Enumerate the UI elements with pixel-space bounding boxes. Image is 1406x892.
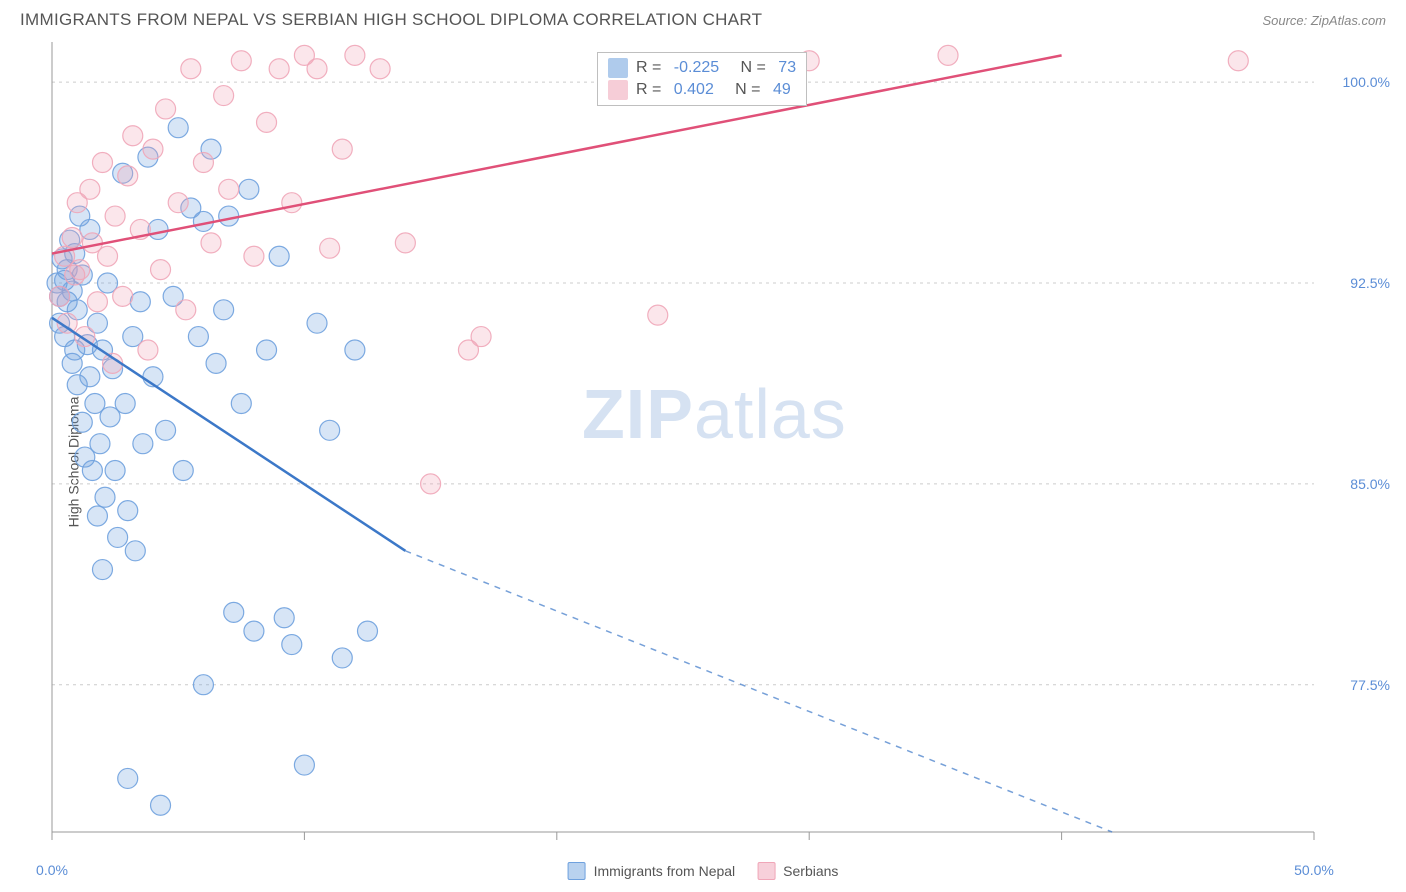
stats-n-value: 73 (778, 59, 796, 77)
x-tick-label: 50.0% (1294, 862, 1334, 878)
stats-n-label: N = (727, 59, 770, 77)
y-tick-label: 85.0% (1350, 476, 1390, 492)
source-label: Source: ZipAtlas.com (1262, 13, 1386, 28)
stats-n-value: 49 (773, 81, 791, 99)
legend-swatch (608, 58, 628, 78)
y-tick-label: 100.0% (1343, 74, 1390, 90)
stats-n-label: N = (722, 81, 765, 99)
footer-legend: Immigrants from Nepal Serbians (568, 862, 839, 880)
stats-r-label: R = (636, 81, 666, 99)
stats-r-value: -0.225 (674, 59, 719, 77)
stats-r-label: R = (636, 59, 666, 77)
chart-header: IMMIGRANTS FROM NEPAL VS SERBIAN HIGH SC… (0, 0, 1406, 36)
stats-row: R = -0.225 N = 73 (608, 57, 796, 79)
chart-title: IMMIGRANTS FROM NEPAL VS SERBIAN HIGH SC… (20, 10, 762, 30)
x-tick-label: 0.0% (36, 862, 68, 878)
stats-r-value: 0.402 (674, 81, 714, 99)
scatter-plot (0, 36, 1406, 888)
y-tick-label: 77.5% (1350, 677, 1390, 693)
legend-label: Immigrants from Nepal (594, 863, 736, 879)
y-tick-label: 92.5% (1350, 275, 1390, 291)
legend-swatch (757, 862, 775, 880)
legend-label: Serbians (783, 863, 838, 879)
chart-area: High School Diploma ZIPatlas Immigrants … (0, 36, 1406, 888)
legend-item: Serbians (757, 862, 838, 880)
legend-swatch (568, 862, 586, 880)
stats-row: R = 0.402 N = 49 (608, 79, 796, 101)
legend-item: Immigrants from Nepal (568, 862, 736, 880)
legend-swatch (608, 80, 628, 100)
stats-box: R = -0.225 N = 73R = 0.402 N = 49 (597, 52, 807, 106)
